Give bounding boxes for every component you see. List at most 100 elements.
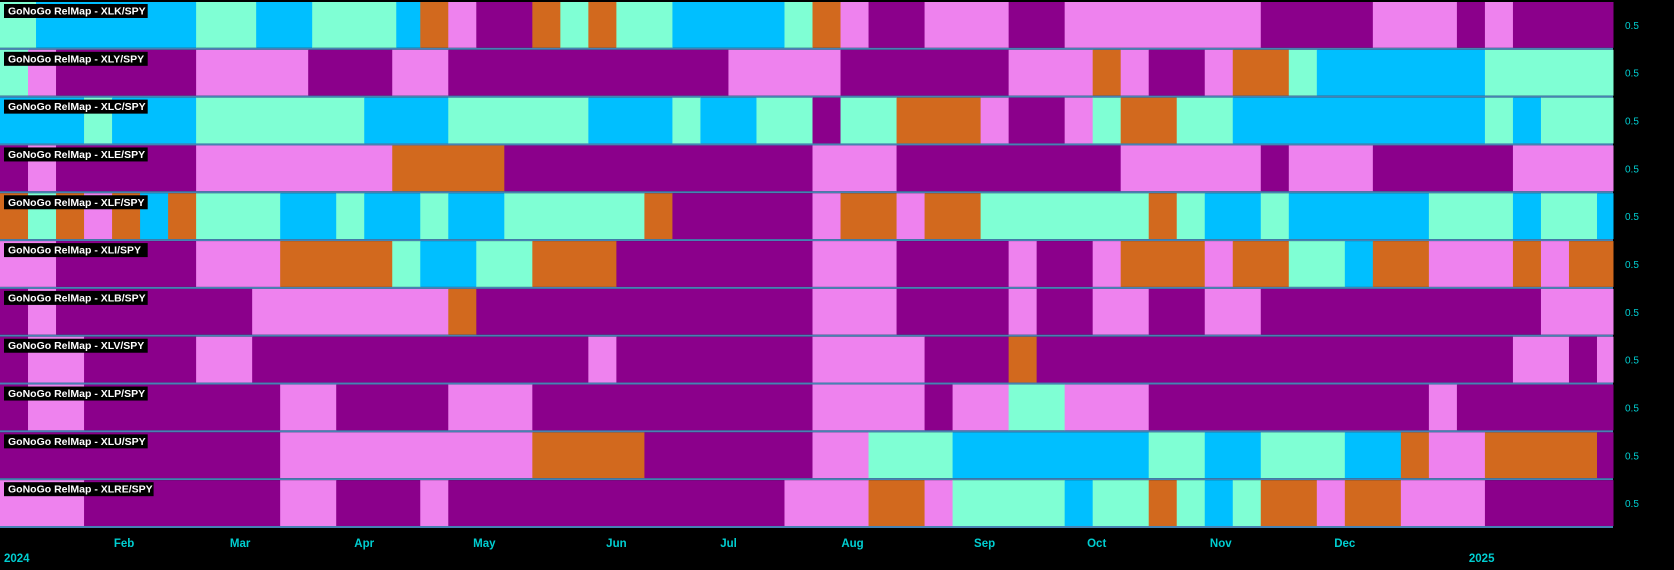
x-tick-label: Nov: [1210, 538, 1232, 550]
heatmap-cell: [588, 336, 617, 383]
heatmap-cell: [1008, 97, 1066, 144]
series-label-bg: [4, 386, 148, 401]
x-tick-label: Aug: [841, 538, 863, 550]
heatmap-cell: [1288, 193, 1430, 240]
heatmap-cell: [1204, 432, 1262, 479]
heatmap-cell: [1260, 145, 1290, 192]
heatmap-cell: [1400, 480, 1486, 526]
heatmap-cell: [1092, 49, 1122, 96]
row-separator: [0, 47, 1613, 50]
heatmap-cell: [1484, 432, 1598, 479]
heatmap-cell: [1260, 480, 1318, 526]
row-separator: [0, 478, 1613, 481]
heatmap-cell: [196, 2, 257, 48]
series-label: GoNoGo RelMap - XLC/SPY: [8, 101, 146, 113]
heatmap-cell: [840, 2, 870, 48]
heatmap-cell: [1288, 241, 1346, 287]
heatmap-cell: [868, 480, 926, 526]
heatmap-cell: [312, 2, 397, 48]
x-tick-label: Dec: [1334, 538, 1356, 550]
row-separator: [0, 286, 1613, 289]
heatmap-cell: [1512, 193, 1542, 240]
heatmap-cell: [1512, 97, 1542, 144]
heatmap-cell: [1092, 288, 1150, 335]
heatmap-cell: [532, 2, 561, 48]
row-separator: [0, 382, 1613, 385]
heatmap-cell: [868, 2, 926, 48]
heatmap-cell: [756, 97, 813, 144]
heatmap-cell: [1008, 384, 1066, 431]
heatmap-cell: [448, 480, 785, 526]
heatmap-cell: [420, 480, 449, 526]
series-label: GoNoGo RelMap - XLI/SPY: [8, 245, 141, 257]
heatmap-cell: [256, 2, 313, 48]
heatmap-cell: [196, 193, 281, 240]
x-tick-label: May: [473, 538, 496, 550]
row-separator: [0, 95, 1613, 98]
x-tick-label: 2025: [1469, 553, 1495, 565]
heatmap-cell: [448, 193, 505, 240]
heatmap-cell: [1428, 384, 1458, 431]
heatmap-cell: [336, 193, 365, 240]
heatmap-cell: [448, 384, 533, 431]
heatmap-cell: [1372, 2, 1458, 48]
heatmap-cell: [1092, 480, 1150, 526]
heatmap-cell: [1232, 241, 1290, 287]
heatmap-cell: [1428, 193, 1514, 240]
heatmap-cell: [896, 145, 1122, 192]
x-tick-label: Sep: [974, 538, 995, 550]
heatmap-cell: [1484, 49, 1614, 96]
heatmap-cell: [1064, 384, 1150, 431]
heatmap-cell: [420, 2, 449, 48]
series-label: GoNoGo RelMap - XLK/SPY: [8, 6, 146, 18]
heatmap-cell: [1036, 241, 1094, 287]
heatmap-cell: [952, 384, 1010, 431]
heatmap-cell: [672, 97, 701, 144]
heatmap-cell: [196, 336, 253, 383]
heatmap-cell: [812, 432, 870, 479]
heatmap-cell: [420, 193, 449, 240]
series-label-bg: [4, 147, 148, 162]
heatmap-cell: [812, 384, 926, 431]
heatmap-cell: [476, 241, 533, 287]
heatmap-cell: [1316, 49, 1486, 96]
heatmap-cell: [840, 97, 898, 144]
series-label: GoNoGo RelMap - XLRE/SPY: [8, 484, 153, 496]
x-tick-label: Jul: [720, 538, 737, 550]
heatmap-cell: [476, 288, 814, 335]
heatmap-cell: [1344, 432, 1402, 479]
x-tick-label: Apr: [354, 538, 374, 550]
heatmap-cell: [924, 480, 954, 526]
heatmap-cell: [1288, 49, 1318, 96]
heatmap-cell: [812, 241, 898, 287]
heatmap-cell: [896, 97, 982, 144]
series-label-bg: [4, 482, 154, 497]
heatmap-cell: [672, 193, 814, 240]
heatmap-cell: [840, 49, 1010, 96]
heatmap-cell: [1036, 336, 1514, 383]
heatmap-cell: [1484, 480, 1614, 526]
heatmap-cell: [504, 193, 645, 240]
heatmap-cell: [1008, 336, 1038, 383]
heatmap-cell: [1120, 97, 1178, 144]
y-tick-label: 0.5: [1625, 260, 1639, 271]
heatmap-cell: [1512, 145, 1614, 192]
heatmap-cell: [1568, 336, 1598, 383]
heatmap-cell: [1204, 193, 1262, 240]
heatmap-cell: [1148, 384, 1430, 431]
heatmap-cell: [896, 288, 1010, 335]
y-tick-label: 0.5: [1625, 164, 1639, 175]
heatmap-cell: [1316, 480, 1346, 526]
row-separator: [0, 334, 1613, 337]
heatmap-cell: [1204, 480, 1234, 526]
heatmap-cell: [448, 49, 729, 96]
heatmap-cell: [504, 145, 813, 192]
heatmap-cell: [616, 241, 813, 287]
series-label: GoNoGo RelMap - XLY/SPY: [8, 53, 144, 65]
series-label: GoNoGo RelMap - XLF/SPY: [8, 197, 145, 209]
heatmap-cell: [364, 97, 449, 144]
heatmap-cell: [1232, 480, 1262, 526]
heatmap-cell: [924, 384, 954, 431]
